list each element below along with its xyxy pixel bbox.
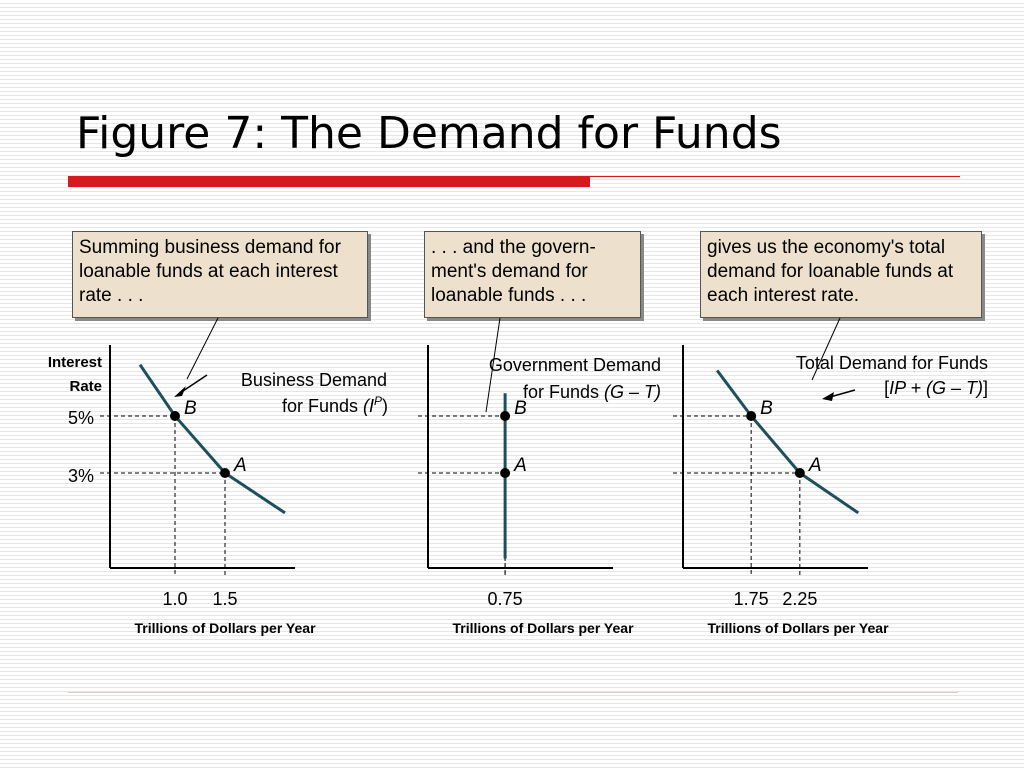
x-tick-label: 1.0 [162, 589, 187, 609]
point-label-B: B [514, 398, 527, 419]
point-B [746, 411, 757, 421]
arrow-total [829, 389, 856, 398]
bottom-rule [68, 692, 958, 693]
page-title: Figure 7: The Demand for Funds [76, 108, 782, 159]
curve-label-government: Government Demand [489, 355, 661, 375]
arrow-business [179, 374, 208, 394]
title-underline-thin [590, 176, 960, 177]
curve-label-total: [IP + (G – T)] [884, 378, 988, 398]
y-axis-label: Interest [48, 354, 102, 371]
point-A [500, 468, 511, 478]
curve-label-business: for Funds (IP) [282, 394, 388, 416]
point-label-A: A [513, 455, 527, 476]
x-tick-label: 1.75 [734, 589, 769, 609]
point-B [170, 411, 180, 421]
demand-curve [715, 369, 860, 515]
arrowhead-business [174, 386, 186, 397]
callout-pointer-business [186, 317, 219, 380]
y-tick-label: 3% [68, 466, 94, 486]
curve-label-government: for Funds (G – T) [523, 382, 661, 402]
callout-government: . . . and the govern-ment's demand for l… [424, 231, 641, 318]
point-label-A: A [233, 455, 247, 476]
x-axis-label: Trillions of Dollars per Year [134, 620, 316, 636]
demand-curve [138, 363, 286, 515]
arrowhead-total [822, 392, 834, 401]
callout-total: gives us the economy's total demand for … [700, 231, 982, 318]
x-tick-label: 0.75 [488, 589, 523, 609]
x-axis-label: Trillions of Dollars per Year [452, 620, 634, 636]
x-tick-label: 2.25 [782, 589, 817, 609]
y-axis-label: Rate [69, 378, 102, 395]
curve-label-business: Business Demand [241, 370, 387, 390]
callout-pointer-total [811, 317, 841, 381]
curve-label-total: Total Demand for Funds [796, 353, 988, 373]
point-A [220, 468, 230, 478]
point-B [500, 411, 511, 421]
y-tick-label: 5% [68, 408, 94, 428]
point-label-B: B [760, 398, 773, 419]
callout-business: Summing business demand for loanable fun… [72, 231, 368, 318]
point-label-B: B [184, 398, 197, 419]
title-underline-red [68, 176, 590, 187]
x-axis-label: Trillions of Dollars per Year [707, 620, 889, 636]
callout-pointer-government [485, 317, 501, 413]
x-tick-label: 1.5 [212, 589, 237, 609]
point-A [794, 468, 805, 478]
point-label-A: A [808, 455, 822, 476]
